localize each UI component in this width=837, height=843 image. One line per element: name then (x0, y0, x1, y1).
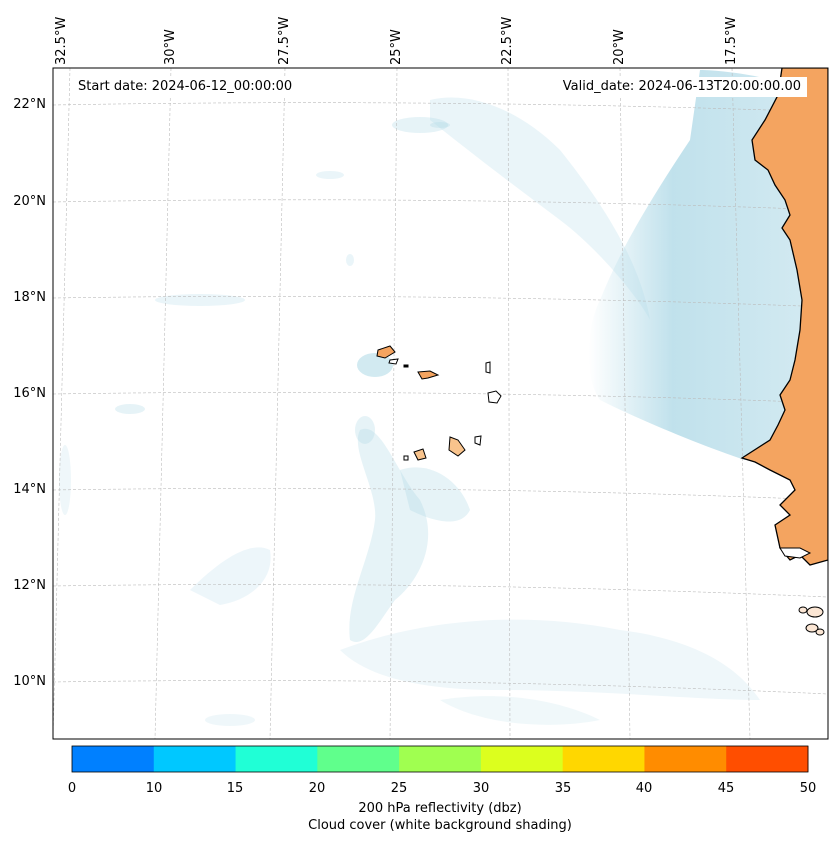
lon-label: 20°W (612, 29, 627, 65)
lat-label: 10°N (13, 674, 46, 689)
lat-label: 20°N (13, 194, 46, 209)
colorbar-swatch (399, 746, 482, 772)
graticule (53, 68, 828, 739)
colorbar-tick: 15 (226, 781, 244, 796)
lon-label: 17.5°W (724, 16, 739, 65)
colorbar-swatch (72, 746, 155, 772)
lat-label: 14°N (13, 482, 46, 497)
lon-label: 27.5°W (277, 16, 292, 65)
colorbar-tick: 30 (472, 781, 490, 796)
colorbar-tick: 0 (67, 781, 77, 796)
colorbar-tick: 10 (145, 781, 163, 796)
cape-verde-islands (376, 345, 502, 461)
lon-label: 32.5°W (54, 16, 69, 65)
colorbar-label: 200 hPa reflectivity (dbz) (358, 801, 522, 816)
colorbar-swatch (562, 746, 645, 772)
colorbar-swatch (644, 746, 727, 772)
bissagos-island (798, 606, 808, 614)
lon-label: 22.5°W (500, 16, 515, 65)
lat-label: 12°N (13, 578, 46, 593)
colorbar-swatch (235, 746, 318, 772)
colorbar-sublabel: Cloud cover (white background shading) (308, 818, 572, 833)
valid-date-label: Valid_date: 2024-06-13T20:00:00.00 (556, 77, 807, 97)
colorbar-tick: 45 (717, 781, 735, 796)
colorbar-swatch (726, 746, 809, 772)
bissagos-island (815, 628, 825, 636)
colorbar-tick: 40 (635, 781, 653, 796)
colorbar-tick: 35 (554, 781, 572, 796)
colorbar-tick: 50 (799, 781, 817, 796)
start-date-label: Start date: 2024-06-12_00:00:00 (72, 77, 299, 97)
colorbar-swatch (480, 746, 564, 772)
bissagos-island (805, 623, 819, 633)
colorbar-tick: 25 (390, 781, 408, 796)
bissagos-island (806, 606, 824, 618)
colorbar (71, 745, 809, 773)
colorbar-tick: 20 (308, 781, 326, 796)
lat-label: 16°N (13, 386, 46, 401)
colorbar-swatch (153, 746, 237, 772)
cloud-cover-layer (59, 97, 760, 726)
lat-label: 22°N (13, 97, 46, 112)
lon-label: 25°W (389, 29, 404, 65)
map-frame (52, 67, 829, 740)
lon-label: 30°W (163, 29, 178, 65)
sea-inlet (779, 547, 812, 559)
colorbar-swatch (317, 746, 400, 772)
lat-label: 18°N (13, 290, 46, 305)
